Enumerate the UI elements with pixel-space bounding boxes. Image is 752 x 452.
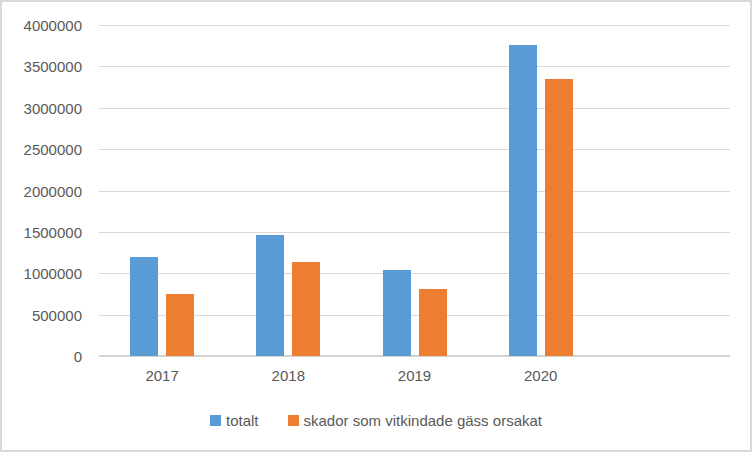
y-tick-label: 500000 (32, 307, 82, 322)
legend-swatch-icon (210, 415, 221, 426)
y-tick-label: 4000000 (24, 18, 82, 33)
legend-label: skador som vitkindade gäss orsakat (304, 413, 542, 428)
y-axis: 0 500000 1000000 1500000 2000000 2500000 30000… (2, 2, 82, 450)
gridline (99, 66, 730, 67)
legend: totalt skador som vitkindade gäss orsakat (2, 413, 750, 428)
x-tick-label: 2018 (272, 368, 305, 383)
gridline (99, 191, 730, 192)
y-tick-label: 0 (74, 349, 82, 364)
y-tick-label: 1500000 (24, 224, 82, 239)
gridline (99, 273, 730, 274)
gridline (99, 25, 730, 26)
x-tick-label: 2020 (524, 368, 557, 383)
y-tick-label: 1000000 (24, 266, 82, 281)
bar-totalt-2020 (509, 45, 537, 356)
y-tick-label: 2000000 (24, 183, 82, 198)
gridline (99, 232, 730, 233)
bar-chart: 0 500000 1000000 1500000 2000000 2500000 30000… (0, 0, 752, 452)
plot-area (99, 25, 730, 356)
bar-skador-2020 (545, 79, 573, 356)
y-tick-label: 3500000 (24, 59, 82, 74)
legend-item: totalt (210, 413, 259, 428)
bar-skador-2019 (419, 289, 447, 356)
y-tick-label: 3000000 (24, 100, 82, 115)
legend-item: skador som vitkindade gäss orsakat (288, 413, 542, 428)
bar-totalt-2018 (256, 235, 284, 356)
bar-skador-2018 (292, 262, 320, 356)
bar-skador-2017 (166, 294, 194, 356)
x-tick-label: 2019 (398, 368, 431, 383)
y-tick-label: 2500000 (24, 142, 82, 157)
gridline (99, 108, 730, 109)
gridline (99, 149, 730, 150)
legend-swatch-icon (288, 415, 299, 426)
legend-label: totalt (226, 413, 259, 428)
bar-totalt-2019 (383, 270, 411, 356)
x-tick-label: 2017 (145, 368, 178, 383)
bar-totalt-2017 (130, 257, 158, 356)
